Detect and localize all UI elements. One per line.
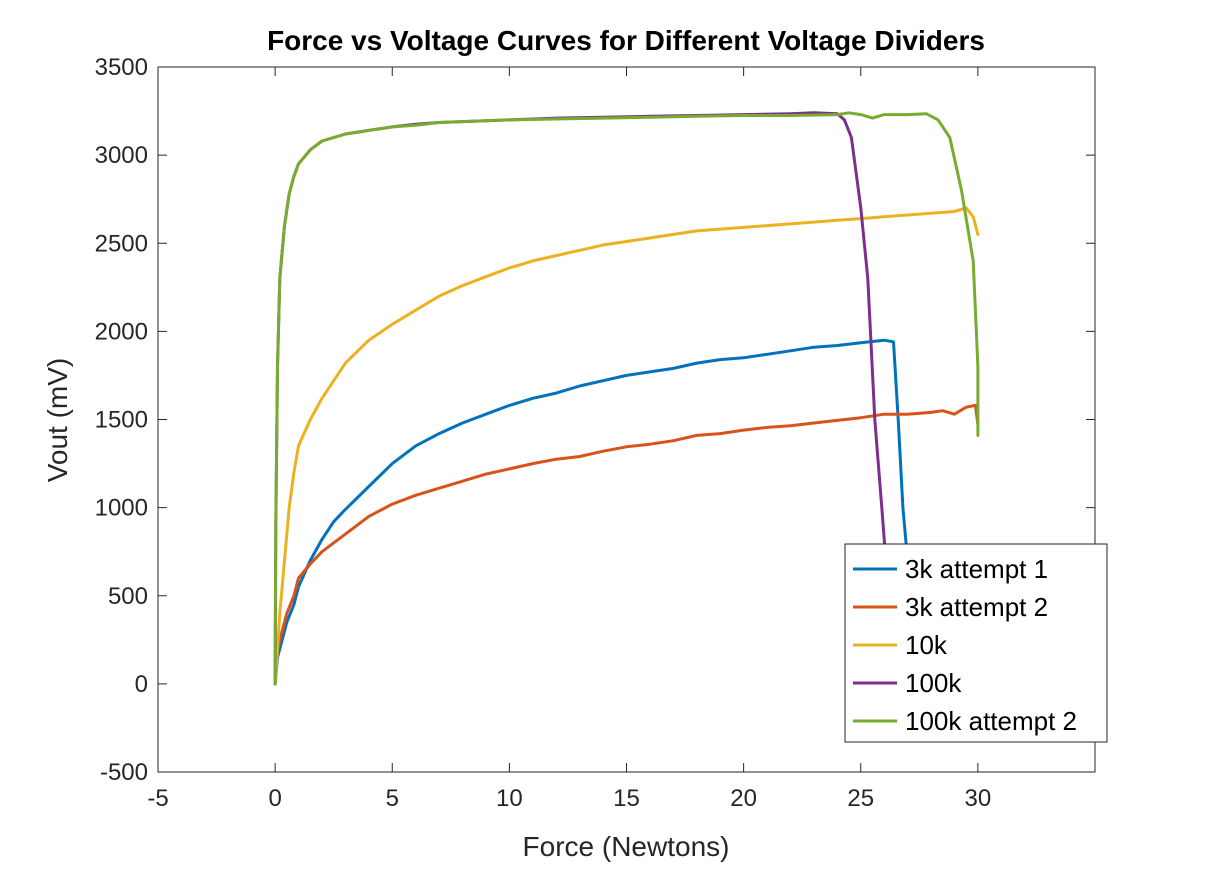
- y-tick-label: 0: [135, 671, 148, 698]
- y-tick-label: 1500: [95, 407, 148, 434]
- y-axis: -500 0 500 1000 1500 2000 2500 3000 3500: [95, 54, 1095, 786]
- y-tick-label: 500: [108, 583, 148, 610]
- x-tick-label: 30: [965, 785, 992, 812]
- y-axis-label: Vout (mV): [42, 358, 73, 482]
- legend-label: 3k attempt 2: [905, 592, 1048, 622]
- series-line-5: [273, 111, 980, 686]
- series-line-2: [273, 403, 980, 686]
- y-tick-label: 3000: [95, 142, 148, 169]
- y-tick-label: 3500: [95, 54, 148, 81]
- x-tick-label: 5: [386, 785, 399, 812]
- series-line-3: [273, 206, 980, 686]
- series-lines: [273, 111, 980, 686]
- x-axis: -5 0 5 10 15 20 25 30: [147, 67, 991, 812]
- y-tick-label: -500: [100, 759, 148, 786]
- x-tick-label: 10: [496, 785, 523, 812]
- legend-label: 3k attempt 1: [905, 554, 1048, 584]
- chart-title: Force vs Voltage Curves for Different Vo…: [267, 25, 985, 56]
- y-tick-label: 2000: [95, 318, 148, 345]
- legend-label: 100k attempt 2: [905, 706, 1077, 736]
- x-tick-label: -5: [147, 785, 168, 812]
- x-axis-label: Force (Newtons): [523, 831, 730, 862]
- x-tick-label: 15: [613, 785, 640, 812]
- x-tick-label: 25: [847, 785, 874, 812]
- legend-label: 10k: [905, 630, 948, 660]
- x-tick-label: 0: [268, 785, 281, 812]
- y-tick-label: 1000: [95, 495, 148, 522]
- legend-box: [844, 543, 1108, 743]
- legend: 3k attempt 1 3k attempt 2 10k 100k 100k atte…: [844, 543, 1108, 743]
- y-tick-label: 2500: [95, 230, 148, 257]
- x-tick-label: 20: [730, 785, 757, 812]
- legend-label: 100k: [905, 668, 962, 698]
- series-line-1: [273, 338, 914, 686]
